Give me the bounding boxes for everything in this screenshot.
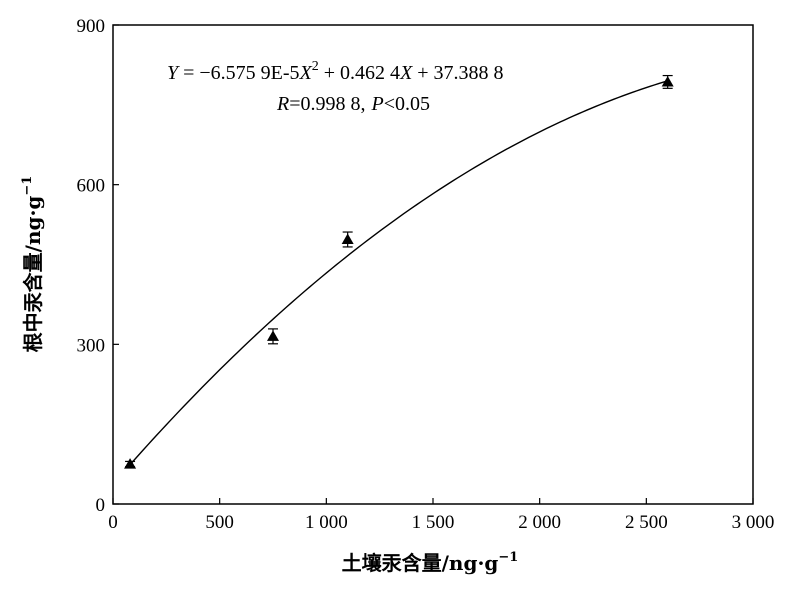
fit-curve bbox=[129, 80, 668, 466]
x-tick-label: 3 000 bbox=[732, 512, 775, 533]
x-tick-label: 1 500 bbox=[412, 512, 455, 533]
x-tick-label: 2 500 bbox=[625, 512, 668, 533]
y-axis-title-text: 根中汞含量/ng·g bbox=[21, 196, 45, 353]
triangle-marker bbox=[124, 458, 137, 469]
r-symbol: R bbox=[276, 93, 289, 115]
data-point bbox=[341, 231, 354, 248]
r-annotation: R=0.998 8, P<0.05 bbox=[276, 93, 430, 115]
x-tick-label: 2 000 bbox=[518, 512, 561, 533]
eq-coef-a: = −6.575 9E-5 bbox=[178, 62, 299, 84]
y-axis-title: 根中汞含量/ng·g−1 bbox=[20, 176, 45, 353]
y-tick-label: 600 bbox=[77, 176, 106, 197]
x-axis-title-sup: −1 bbox=[498, 550, 518, 565]
x-tick-label: 500 bbox=[205, 512, 234, 533]
triangle-marker bbox=[341, 233, 354, 244]
eq-coef-b: + 0.462 4 bbox=[319, 62, 400, 84]
data-point bbox=[661, 74, 674, 89]
x-axis-title: 土壤汞含量/ng·g−1 bbox=[342, 550, 519, 575]
data-points bbox=[124, 74, 674, 469]
data-point bbox=[267, 328, 279, 345]
x-tick-label: 0 bbox=[108, 512, 118, 533]
triangle-marker bbox=[661, 75, 674, 87]
eq-x-var: X bbox=[299, 62, 313, 84]
p-symbol: P bbox=[371, 93, 384, 115]
x-axis: 0 500 1 000 1 500 2 000 2 500 3 000 bbox=[108, 498, 774, 533]
y-tick-label: 900 bbox=[77, 16, 106, 37]
y-axis-title-sup: −1 bbox=[20, 176, 35, 196]
triangle-marker bbox=[267, 330, 279, 341]
y-tick-label: 300 bbox=[77, 335, 106, 356]
eq-exponent: 2 bbox=[312, 59, 319, 74]
y-tick-label: 0 bbox=[96, 495, 106, 516]
data-point bbox=[124, 458, 137, 469]
x-tick-label: 1 000 bbox=[305, 512, 348, 533]
eq-y-var: Y bbox=[167, 62, 180, 84]
p-value: <0.05 bbox=[384, 93, 430, 115]
plot-frame bbox=[112, 24, 754, 505]
eq-const: + 37.388 8 bbox=[412, 62, 503, 84]
x-axis-title-text: 土壤汞含量/ng·g bbox=[342, 551, 499, 575]
r-value: =0.998 8, bbox=[289, 93, 365, 115]
equation-annotation: Y = −6.575 9E-5X2 + 0.462 4X + 37.388 8 bbox=[167, 59, 504, 84]
eq-x-var-2: X bbox=[399, 62, 413, 84]
y-axis: 0 300 600 900 bbox=[77, 16, 119, 516]
